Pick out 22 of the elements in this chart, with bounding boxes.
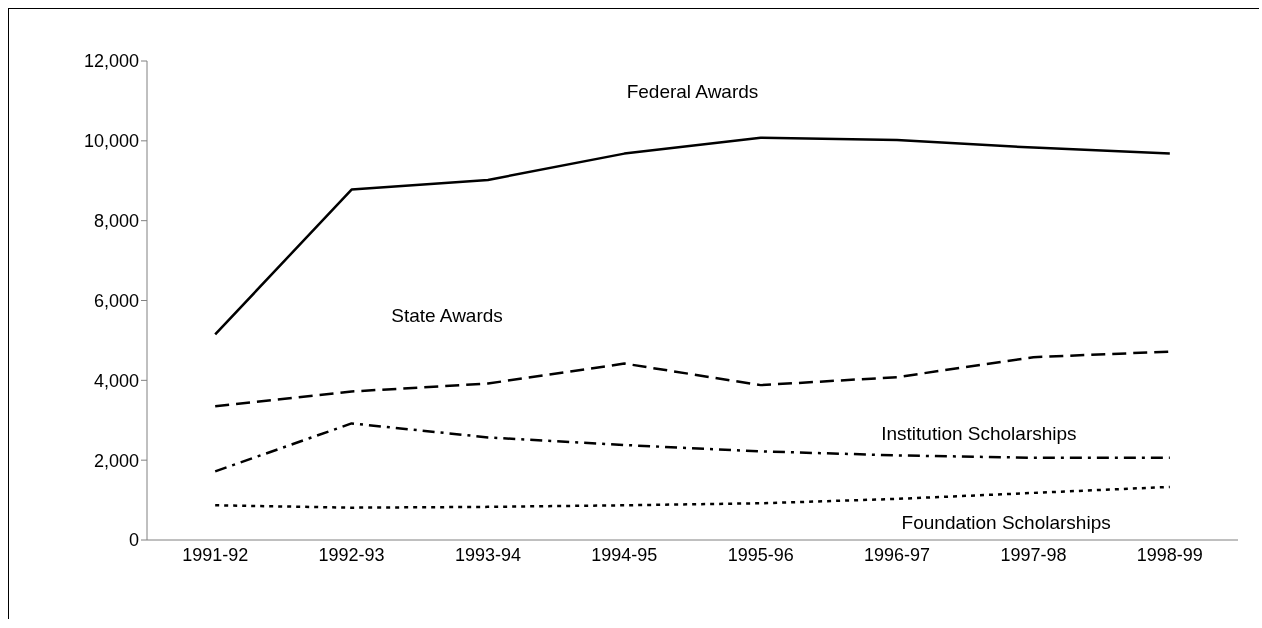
x-tick-label: 1992-93: [318, 544, 385, 565]
y-tick-label: 8,000: [93, 211, 139, 232]
y-tick-label: 4,000: [93, 370, 139, 391]
x-tick-label: 1998-99: [1136, 544, 1203, 565]
series-label: Foundation Scholarships: [901, 511, 1111, 533]
y-tick-label: 6,000: [93, 290, 139, 311]
x-tick-label: 1991-92: [182, 544, 249, 565]
line-series: [213, 422, 1172, 473]
x-tick-label: 1997-98: [1000, 544, 1067, 565]
y-tick-label: 0: [128, 530, 139, 551]
series-label: Federal Awards: [626, 80, 759, 102]
y-tick-label: 12,000: [83, 51, 139, 72]
x-tick-label: 1994-95: [591, 544, 658, 565]
y-tick-label: 10,000: [83, 131, 139, 152]
series-label: Institution Scholarships: [881, 422, 1077, 444]
line-series: [213, 485, 1172, 509]
x-tick-label: 1995-96: [727, 544, 794, 565]
line-series: [213, 136, 1172, 336]
x-tick-label: 1996-97: [864, 544, 931, 565]
x-tick-label: 1993-94: [454, 544, 521, 565]
text: State Awards: [391, 304, 503, 326]
y-tick-label: 2,000: [93, 450, 139, 471]
